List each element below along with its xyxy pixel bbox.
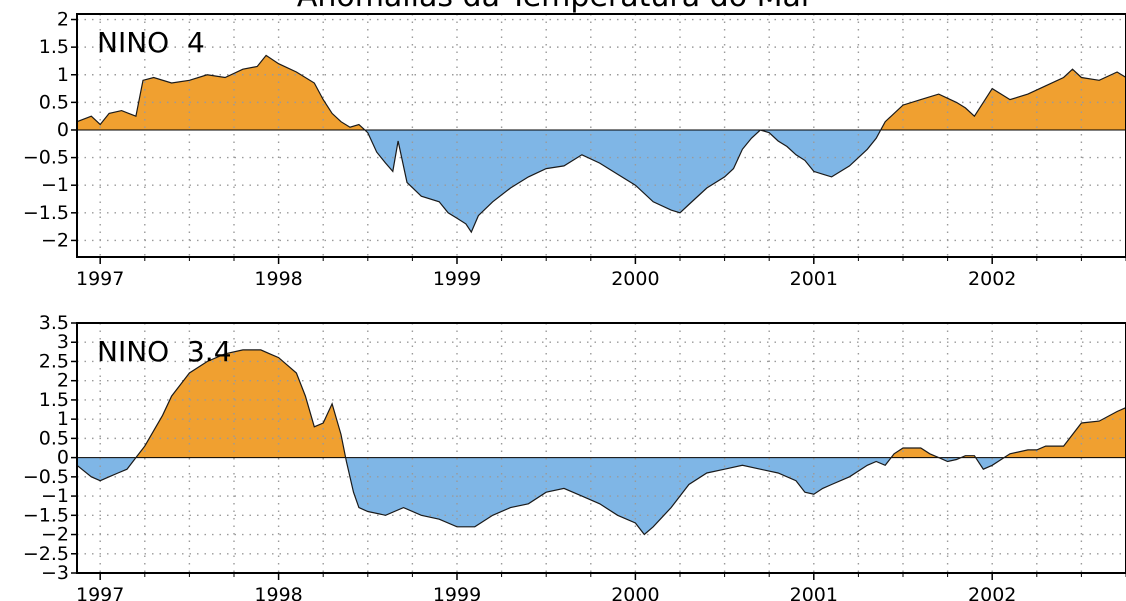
nino4-panel: 2 1.5 1 0.5 0 −0.5 −1 −1.5 −2 1997 1998 1999 2000 200… xyxy=(23,9,1126,290)
nino34-positive-area xyxy=(77,349,1126,458)
nino34-y-tick-label: 1.5 xyxy=(39,389,69,411)
nino4-plot-frame xyxy=(76,13,1126,258)
nino4-x-tick-label: 1999 xyxy=(433,268,481,290)
nino34-y-tick-label: 3.5 xyxy=(39,312,69,334)
nino34-y-tick-label: −1 xyxy=(41,485,69,507)
nino34-x-tick-label: 1997 xyxy=(76,584,124,601)
nino4-y-tick-label: 0 xyxy=(57,119,69,141)
nino4-y-tick-label: −1 xyxy=(41,174,69,196)
nino34-plot-frame xyxy=(76,322,1126,574)
nino34-y-tick-label: −0.5 xyxy=(23,466,69,488)
nino4-y-tick-label: 0.5 xyxy=(39,91,69,113)
nino34-series-line xyxy=(76,349,1126,536)
nino34-x-tick-label: 2000 xyxy=(611,584,659,601)
nino34-x-tick-label: 2002 xyxy=(968,584,1016,601)
nino4-panel-label: NINO 4 xyxy=(97,26,205,59)
nino34-y-tick-label: −1.5 xyxy=(23,504,69,526)
nino34-y-tick-label: 1 xyxy=(57,408,69,430)
nino34-y-tick-label: 3 xyxy=(57,331,69,353)
nino4-y-tick-label: 1.5 xyxy=(39,36,69,58)
nino4-x-tick-label: 1997 xyxy=(76,268,124,290)
nino34-panel: 3.532.521.510.50−0.5−1−1.5−2−2.5−3 1997 19… xyxy=(23,312,1126,601)
nino34-x-tick-label: 1999 xyxy=(433,584,481,601)
nino34-y-tick-label: 2 xyxy=(57,370,69,392)
nino34-negative-area xyxy=(77,457,1005,535)
nino4-positive-area xyxy=(77,55,1126,130)
nino34-y-tick-label: 0 xyxy=(57,447,69,469)
nino4-y-tick-label: −0.5 xyxy=(23,147,69,169)
nino4-x-tick-label: 1998 xyxy=(254,268,302,290)
nino4-series-line xyxy=(76,54,1126,234)
nino34-y-tick-label: 0.5 xyxy=(39,427,69,449)
nino4-x-tick-label: 2001 xyxy=(790,268,838,290)
nino34-x-tick-label: 2001 xyxy=(790,584,838,601)
nino34-y-tick-label: 2.5 xyxy=(39,350,69,372)
nino34-panel-label: NINO 3.4 xyxy=(97,335,232,368)
nino34-x-tick-label: 1998 xyxy=(254,584,302,601)
nino4-x-tick-label: 2000 xyxy=(611,268,659,290)
nino34-y-tick-label: −2.5 xyxy=(23,543,69,565)
nino4-negative-area xyxy=(77,129,1126,233)
nino4-y-tick-label: −1.5 xyxy=(23,202,69,224)
nino34-y-tick-label: −2 xyxy=(41,524,69,546)
nino4-x-tick-label: 2002 xyxy=(968,268,1016,290)
figure-title: Anomalias da Temperatura do Mar xyxy=(297,0,814,14)
nino34-y-tick-label: −3 xyxy=(41,562,69,584)
nino4-y-tick-label: −2 xyxy=(41,229,69,251)
nino4-y-tick-label: 1 xyxy=(57,64,69,86)
nino4-y-tick-label: 2 xyxy=(57,9,69,31)
